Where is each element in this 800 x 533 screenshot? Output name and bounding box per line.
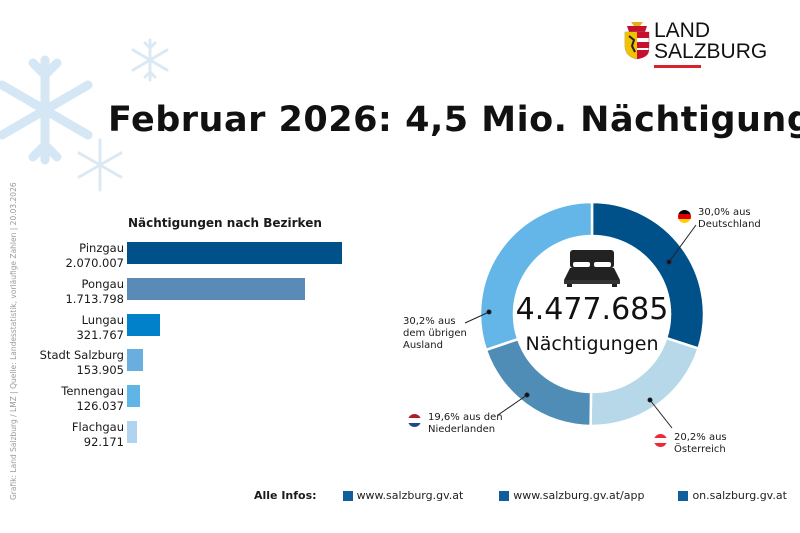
bar-label: Tennengau 126.037	[61, 384, 124, 414]
category-label: Pinzgau	[79, 241, 124, 255]
category-label: Flachgau	[71, 420, 124, 434]
square-bullet-icon	[678, 490, 689, 501]
logo-underline	[654, 65, 701, 68]
germany-flag-icon	[678, 210, 691, 223]
value-label: 126.037	[76, 399, 124, 414]
austria-flag-icon	[654, 434, 667, 447]
square-bullet-icon	[499, 490, 510, 501]
total-label: Nächtigungen	[525, 333, 659, 355]
footer-label: Alle Infos:	[254, 489, 317, 502]
total-value: 4.477.685	[515, 292, 669, 327]
bed-icon	[564, 250, 620, 287]
value-label: 2.070.007	[65, 256, 124, 270]
bar-label: Flachgau 92.171	[72, 420, 124, 450]
bar-label: Pongau 1.713.798	[65, 277, 124, 307]
category-label: Lungau	[81, 312, 124, 327]
bar-label: Stadt Salzburg 153.905	[40, 348, 124, 378]
value-label: 1.713.798	[65, 291, 124, 306]
category-label: Tennengau	[61, 384, 124, 399]
bar-label: Lungau 321.767	[76, 313, 124, 343]
bar-lungau	[127, 313, 161, 336]
category-label: Pongau	[81, 276, 125, 291]
snowflake-decoration-icon	[0, 38, 169, 192]
value-label: 92.171	[83, 435, 124, 449]
label-uebriges-ausland: 30,2% aus dem übrigen Ausland	[403, 316, 467, 351]
netherlands-flag-icon	[408, 414, 421, 427]
category-label: Stadt Salzburg	[39, 348, 124, 363]
label-niederlande: 19,6% aus den Niederlanden	[428, 412, 503, 435]
land-salzburg-logo	[622, 20, 652, 64]
bar-chart-title: Nächtigungen nach Bezirken	[128, 216, 322, 230]
logo-text: LAND SALZBURG	[654, 20, 767, 62]
logo-line-2: SALZBURG	[654, 40, 768, 63]
donut-slice-3	[478, 200, 594, 352]
bar-tennengau	[127, 385, 141, 408]
value-label: 321.767	[76, 327, 124, 342]
link-salzburg[interactable]: www.salzburg.gv.at	[342, 489, 463, 502]
bar-flachgau	[127, 421, 137, 443]
link-salzburg-app[interactable]: www.salzburg.gv.at/app	[499, 489, 644, 502]
logo-line-1: LAND	[654, 19, 711, 42]
bar-pinzgau	[127, 242, 342, 264]
value-label: 153.905	[76, 363, 124, 378]
bar-stadt-salzburg	[127, 349, 143, 372]
link-on-salzburg[interactable]: on.salzburg.gv.at	[678, 489, 787, 502]
label-deutschland: 30,0% aus Deutschland	[698, 207, 761, 230]
bar-label: Pinzgau 2.070.007	[65, 241, 124, 271]
page-title: Februar 2026: 4,5 Mio. Nächtigungen	[108, 100, 800, 140]
square-bullet-icon	[342, 490, 353, 501]
bar-pongau	[127, 277, 305, 300]
footer: Alle Infos: www.salzburg.gv.at www.salzb…	[254, 489, 787, 502]
coat-of-arms-icon	[624, 22, 650, 60]
donut-chart	[478, 200, 706, 428]
label-oesterreich: 20,2% aus Österreich	[674, 432, 727, 455]
